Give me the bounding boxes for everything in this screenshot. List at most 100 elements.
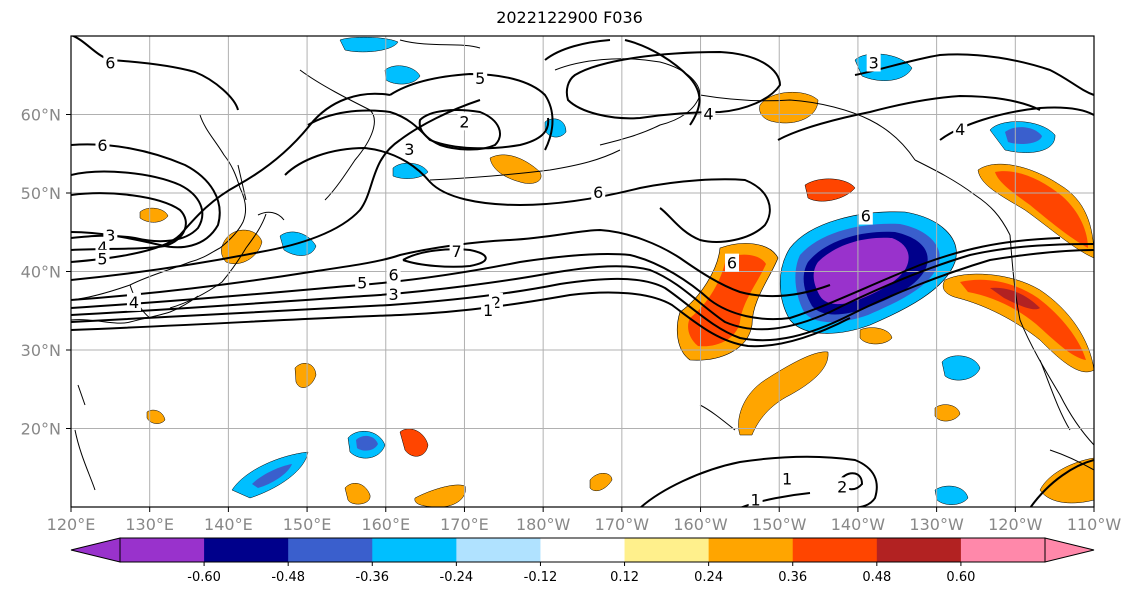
coastline-alaska	[554, 58, 701, 146]
lat-tick-label: 20°N	[21, 420, 61, 439]
coastline-chukotka	[399, 39, 481, 49]
contour-label-bg	[103, 53, 118, 72]
contour-line	[71, 228, 831, 301]
negative-anomaly-south2-core	[252, 464, 292, 488]
contour-label-bg	[780, 469, 795, 488]
lat-tick-label: 50°N	[21, 184, 61, 203]
colorbar-swatch	[960, 538, 1046, 562]
positive-anomaly-coast-north-core	[995, 171, 1088, 248]
contour-line	[544, 39, 611, 61]
map-title: 2022122900 F036	[496, 8, 643, 27]
lon-tick-label: 130°W	[909, 515, 964, 534]
contour-line	[639, 455, 878, 507]
lon-tick-label: 150°W	[752, 515, 807, 534]
contour-line	[739, 492, 811, 507]
lon-tick-label: 140°E	[204, 515, 253, 534]
lon-tick-label: 120°E	[47, 515, 96, 534]
positive-anomaly-small7	[859, 327, 893, 345]
contour-label: 4	[955, 120, 965, 139]
contour-label: 1	[782, 470, 792, 489]
lat-tick-label: 40°N	[21, 263, 61, 282]
colorbar-swatch	[372, 538, 457, 562]
contour-label-bg	[748, 490, 763, 507]
positive-anomaly-small8	[934, 404, 961, 422]
contour-label-bg	[126, 292, 141, 311]
contour-line	[71, 237, 1061, 321]
contour-label: 2	[459, 112, 469, 131]
coastline-japan	[169, 213, 267, 309]
negative-anomaly-north-edge	[339, 37, 399, 53]
colorbar-swatch	[120, 538, 205, 562]
colorbar-swatch	[540, 538, 626, 562]
colorbar-tick-label: 0.60	[946, 570, 975, 585]
contour-label-bg	[386, 285, 401, 304]
lon-tick-label: 140°W	[831, 515, 886, 534]
contour-label: 4	[703, 105, 713, 124]
colorbar-tick-label: -0.24	[440, 570, 474, 585]
contour-label: 6	[389, 265, 399, 284]
lon-tick-label: 120°W	[988, 515, 1043, 534]
negative-anomaly-main-core3	[813, 237, 909, 305]
positive-anomaly-small5	[414, 484, 466, 507]
contour-label: 1	[751, 491, 761, 510]
contour-line	[71, 249, 1094, 342]
colorbar-extend-max	[1044, 537, 1095, 563]
contour-line	[71, 291, 851, 348]
contour-label: 1	[483, 301, 493, 320]
contour-line	[284, 146, 771, 243]
negative-anomaly-alaska-west	[384, 65, 421, 85]
colorbar-tick-label: 0.48	[862, 570, 891, 585]
positive-anomaly-central-core	[688, 254, 766, 347]
contour-line	[71, 92, 391, 263]
contour-label: 5	[475, 69, 485, 88]
contour-label-bg	[858, 206, 873, 225]
coastline-asia	[71, 114, 247, 301]
contour-label-bg	[457, 112, 472, 131]
positive-anomaly-small4	[344, 483, 371, 505]
colorbar-tick-label: -0.48	[271, 570, 305, 585]
colorbar-tick-label: 0.24	[694, 570, 723, 585]
contour-line	[418, 109, 501, 151]
contour-label: 5	[357, 273, 367, 292]
negative-anomaly-south1-core	[356, 435, 378, 451]
positive-anomaly-japan	[221, 229, 263, 264]
contour-label-bg	[95, 135, 110, 154]
lon-tick-label: 130°E	[125, 515, 174, 534]
colorbar-swatch	[792, 538, 878, 562]
contour-line	[389, 72, 554, 151]
lon-tick-label: 180°W	[516, 515, 571, 534]
colorbar-swatch	[708, 538, 794, 562]
positive-anomaly-streak	[738, 351, 829, 436]
colorbar-tick-label: -0.60	[187, 570, 221, 585]
colorbar-swatch	[876, 538, 962, 562]
positive-anomaly-coast-south-core	[960, 279, 1086, 360]
lon-tick-label: 150°E	[283, 515, 332, 534]
coastline-alaska-gulf	[699, 94, 916, 161]
contour-label: 3	[404, 140, 414, 159]
contour-label-bg	[481, 300, 496, 319]
contour-label: 3	[869, 53, 879, 72]
colorbar-tick-label: 0.36	[778, 570, 807, 585]
contour-label: 2	[491, 293, 501, 312]
colorbar-tick-label: 0.12	[610, 570, 639, 585]
contours	[71, 36, 1094, 507]
negative-anomaly-east1	[941, 355, 981, 381]
contour-label-bg	[386, 265, 401, 284]
contour-line	[71, 243, 1094, 331]
lat-tick-label: 30°N	[21, 341, 61, 360]
colorbar-frame	[119, 537, 1046, 563]
coastline-kamchatka	[299, 69, 375, 201]
lat-tick-label: 60°N	[21, 106, 61, 125]
contour-label: 3	[105, 226, 115, 245]
contour-label-bg	[95, 249, 110, 268]
colorbar-tick-label: -0.12	[524, 570, 558, 585]
positive-anomaly-kuril	[489, 154, 542, 184]
contour-label: 6	[105, 53, 115, 72]
lon-tick-label: 160°W	[673, 515, 728, 534]
contour-label: 6	[861, 207, 871, 226]
coastline-aleutians	[429, 149, 621, 181]
negative-anomaly-aleutian	[392, 162, 429, 179]
contour-label-bg	[591, 183, 606, 201]
contour-line	[402, 248, 487, 268]
latitude-axis: 20°N 30°N 40°N 50°N 60°N	[21, 106, 71, 439]
